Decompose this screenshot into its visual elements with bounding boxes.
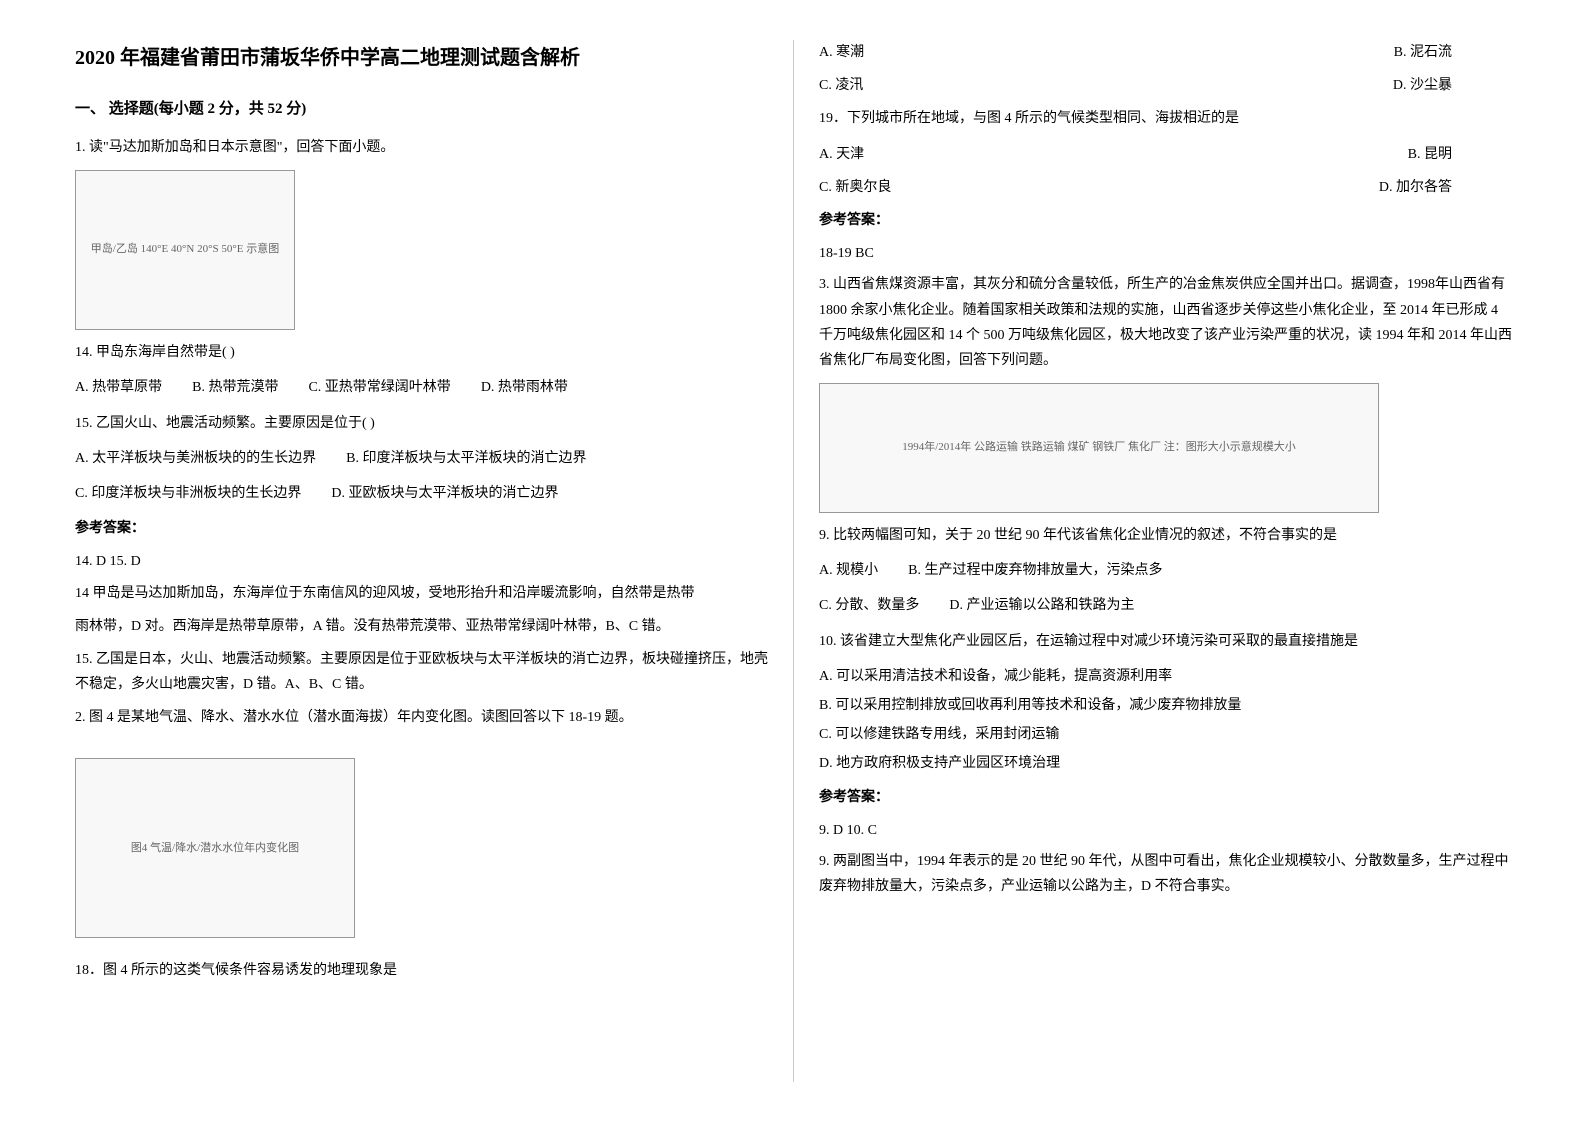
ans-18-19: 18-19 BC	[819, 241, 1512, 266]
expl-14: 14 甲岛是马达加斯加岛，东海岸位于东南信风的迎风坡，受地形抬升和沿岸暖流影响，…	[75, 581, 768, 606]
q19-opt-c: C. 新奥尔良	[819, 175, 891, 200]
q18-opt-c: C. 凌汛	[819, 73, 863, 98]
q9-text: 9. 比较两幅图可知，关于 20 世纪 90 年代该省焦化企业情况的叙述，不符合…	[819, 523, 1512, 548]
answer-header-3: 参考答案：	[819, 785, 1512, 810]
q14-opt-d: D. 热带雨林带	[481, 375, 568, 400]
q14-opt-c: C. 亚热带常绿阔叶林带	[308, 375, 450, 400]
expl-15: 15. 乙国是日本，火山、地震活动频繁。主要原因是位于亚欧板块与太平洋板块的消亡…	[75, 647, 768, 697]
q9-options-row2: C. 分散、数量多 D. 产业运输以公路和铁路为主	[819, 593, 1512, 618]
q15-opt-c: C. 印度洋板块与非洲板块的生长边界	[75, 481, 301, 506]
q15-text: 15. 乙国火山、地震活动频繁。主要原因是位于( )	[75, 411, 768, 436]
answer-header-2: 参考答案：	[819, 208, 1512, 233]
figure-shanxi: 1994年/2014年 公路运输 铁路运输 煤矿 钢铁厂 焦化厂 注：图形大小示…	[819, 383, 1379, 513]
q9-opt-b: B. 生产过程中废弃物排放量大，污染点多	[908, 558, 1162, 583]
q18-options-row2: C. 凌汛 D. 沙尘暴	[819, 73, 1512, 98]
q19-options-row2: C. 新奥尔良 D. 加尔各答	[819, 175, 1512, 200]
q18-opt-d: D. 沙尘暴	[1393, 73, 1452, 98]
q14-opt-a: A. 热带草原带	[75, 375, 162, 400]
q15-opt-a: A. 太平洋板块与美洲板块的的生长边界	[75, 446, 316, 471]
answer-header-1: 参考答案：	[75, 516, 768, 541]
q19-opt-d: D. 加尔各答	[1379, 175, 1452, 200]
q9-opt-c: C. 分散、数量多	[819, 593, 919, 618]
q10-opt-a: A. 可以采用清洁技术和设备，减少能耗，提高资源利用率	[819, 664, 1512, 689]
q19-text: 19．下列城市所在地域，与图 4 所示的气候类型相同、海拔相近的是	[819, 106, 1512, 131]
q10-opt-b: B. 可以采用控制排放或回收再利用等技术和设备，减少废弃物排放量	[819, 693, 1512, 718]
q14-text: 14. 甲岛东海岸自然带是( )	[75, 340, 768, 365]
q18-opt-b: B. 泥石流	[1394, 40, 1452, 65]
q9-options-row1: A. 规模小 B. 生产过程中废弃物排放量大，污染点多	[819, 558, 1512, 583]
ans-14-15: 14. D 15. D	[75, 549, 768, 574]
figure-chart: 图4 气温/降水/潜水水位年内变化图	[75, 758, 355, 938]
q18-opt-a: A. 寒潮	[819, 40, 864, 65]
q19-options-row1: A. 天津 B. 昆明	[819, 142, 1512, 167]
q14-options: A. 热带草原带 B. 热带荒漠带 C. 亚热带常绿阔叶林带 D. 热带雨林带	[75, 375, 768, 400]
q15-options-row2: C. 印度洋板块与非洲板块的生长边界 D. 亚欧板块与太平洋板块的消亡边界	[75, 481, 768, 506]
q2-intro: 2. 图 4 是某地气温、降水、潜水水位（潜水面海拔）年内变化图。读图回答以下 …	[75, 705, 768, 730]
q18-options-row1: A. 寒潮 B. 泥石流	[819, 40, 1512, 65]
q19-opt-a: A. 天津	[819, 142, 864, 167]
q3-intro: 3. 山西省焦煤资源丰富，其灰分和硫分含量较低，所生产的冶金焦炭供应全国并出口。…	[819, 272, 1512, 373]
q10-text: 10. 该省建立大型焦化产业园区后，在运输过程中对减少环境污染可采取的最直接措施…	[819, 629, 1512, 654]
q15-options-row1: A. 太平洋板块与美洲板块的的生长边界 B. 印度洋板块与太平洋板块的消亡边界	[75, 446, 768, 471]
expl-14b: 雨林带，D 对。西海岸是热带草原带，A 错。没有热带荒漠带、亚热带常绿阔叶林带，…	[75, 614, 768, 639]
q14-opt-b: B. 热带荒漠带	[192, 375, 278, 400]
exam-title: 2020 年福建省莆田市蒲坂华侨中学高二地理测试题含解析	[75, 40, 768, 76]
section-header: 一、 选择题(每小题 2 分，共 52 分)	[75, 96, 768, 123]
q18-text: 18．图 4 所示的这类气候条件容易诱发的地理现象是	[75, 958, 768, 983]
q9-opt-d: D. 产业运输以公路和铁路为主	[949, 593, 1134, 618]
q9-opt-a: A. 规模小	[819, 558, 878, 583]
figure-maps: 甲岛/乙岛 140°E 40°N 20°S 50°E 示意图	[75, 170, 295, 330]
q1-intro: 1. 读"马达加斯加岛和日本示意图"，回答下面小题。	[75, 135, 768, 160]
q19-opt-b: B. 昆明	[1408, 142, 1452, 167]
q10-opt-c: C. 可以修建铁路专用线，采用封闭运输	[819, 722, 1512, 747]
q10-opt-d: D. 地方政府积极支持产业园区环境治理	[819, 751, 1512, 776]
q15-opt-b: B. 印度洋板块与太平洋板块的消亡边界	[346, 446, 586, 471]
expl-9: 9. 两副图当中，1994 年表示的是 20 世纪 90 年代，从图中可看出，焦…	[819, 849, 1512, 899]
ans-9-10: 9. D 10. C	[819, 818, 1512, 843]
q15-opt-d: D. 亚欧板块与太平洋板块的消亡边界	[331, 481, 558, 506]
